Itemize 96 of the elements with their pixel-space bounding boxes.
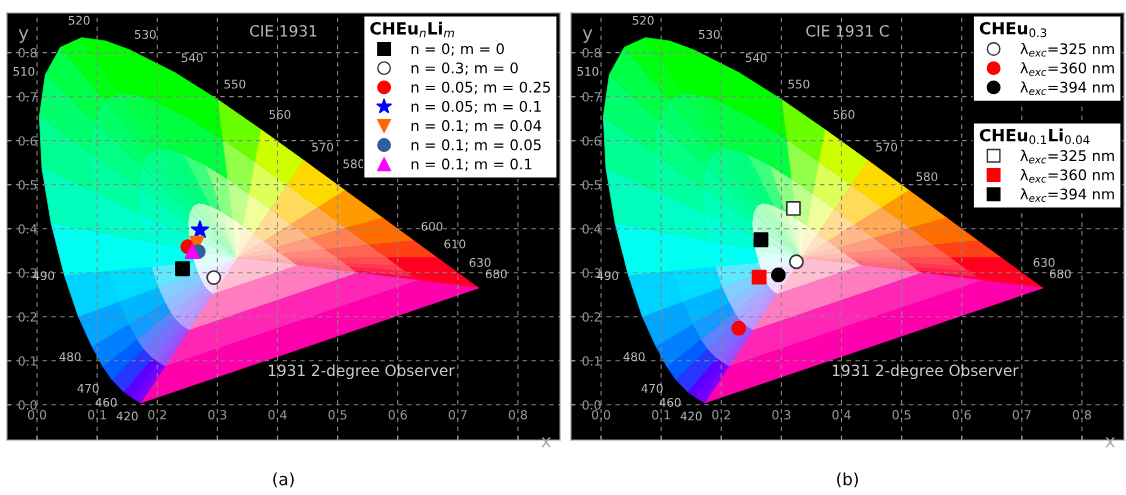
y-tick-label: 0.5 <box>582 180 601 190</box>
annotation: 480 <box>623 352 645 362</box>
x-axis-title: x <box>1105 437 1115 448</box>
legend-label: n = 0.1; m = 0.1 <box>411 158 532 172</box>
point <box>788 254 804 270</box>
text: CHEu$_{n}$Li$_{m}$ <box>370 21 454 38</box>
annotation: 470 <box>77 383 99 393</box>
annotation: 530 <box>698 29 720 39</box>
y-tick-label: 0.6 <box>18 136 37 146</box>
point <box>785 201 801 216</box>
annotation: CIE 1931 <box>250 25 317 37</box>
y-tick-label: 0.2 <box>18 312 37 322</box>
legend-label: n = 0.05; m = 0.25 <box>411 81 550 95</box>
annotation: 580 <box>916 172 938 182</box>
annotation: CIE 1931 C <box>806 25 889 37</box>
x-tick-label: 0.1 <box>88 410 106 420</box>
x-tick-label: 0.7 <box>448 410 467 420</box>
annotation: 680 <box>1049 269 1071 279</box>
legend-label: n = 0; m = 0 <box>411 43 504 56</box>
annotation: 1931 2-degree Observer <box>832 364 1019 380</box>
x-tick-label: 0.8 <box>508 410 528 420</box>
annotation: 630 <box>469 257 491 267</box>
annotation: 520 <box>632 15 654 25</box>
annotation: 550 <box>224 79 246 89</box>
x-tick-label: 0.3 <box>772 410 791 420</box>
legend-label: n = 0.3; m = 0 <box>411 62 518 75</box>
annotation: 520 <box>68 15 90 25</box>
annotation: 540 <box>745 53 767 63</box>
x-tick-label: 0.0 <box>27 410 47 420</box>
text: CHEu$_{0.1}$Li$_{0.04}$ <box>979 128 1090 145</box>
legend-label: λ$_{exc}$=394 nm <box>1020 81 1114 96</box>
x-tick-label: 0.7 <box>1012 410 1031 420</box>
y-tick-label: 0.1 <box>582 356 601 366</box>
y-tick-label: 0.0 <box>582 400 601 410</box>
y-tick-label: 0.4 <box>582 224 601 234</box>
point <box>753 232 769 248</box>
annotation: 510 <box>577 66 599 76</box>
annotation: 510 <box>13 66 35 76</box>
annotation: 470 <box>641 383 663 393</box>
x-tick-label: 0.2 <box>148 410 166 420</box>
y-tick-label: 0.2 <box>582 312 601 322</box>
y-tick-label: 0.7 <box>582 92 601 102</box>
point <box>731 320 747 336</box>
legend-label: n = 0.1; m = 0.04 <box>411 120 542 133</box>
annotation: 560 <box>833 110 855 119</box>
legend-label: λ$_{exc}$=360 nm <box>1020 62 1114 76</box>
x-tick-label: 0.4 <box>832 410 851 420</box>
legend-label: λ$_{exc}$=325 nm <box>1020 149 1114 164</box>
x-tick-label: 0.4 <box>268 410 287 420</box>
y-tick-label: 0.0 <box>18 400 37 410</box>
x-tick-label: 0.1 <box>652 410 670 420</box>
x-tick-label: 0.6 <box>952 410 971 420</box>
annotation: 480 <box>59 352 81 362</box>
y-axis-title: y <box>582 29 593 43</box>
x-tick-label: 0.8 <box>1072 410 1092 420</box>
text: CHEu$_{0.3}$ <box>979 21 1047 38</box>
annotation: 600 <box>421 221 443 231</box>
y-tick-label: 0.8 <box>582 48 601 58</box>
annotation: 540 <box>181 53 203 63</box>
legend-label: λ$_{exc}$=394 nm <box>1020 188 1114 202</box>
annotation: 530 <box>134 29 156 39</box>
text: (a) <box>273 472 294 488</box>
y-tick-label: 0.1 <box>18 356 37 366</box>
annotation: 420 <box>116 411 138 421</box>
annotation: 460 <box>95 397 117 407</box>
x-tick-label: 0.0 <box>591 410 611 420</box>
annotation: 570 <box>876 142 898 152</box>
annotation: 570 <box>312 142 334 152</box>
legend-label: λ$_{exc}$=360 nm <box>1020 169 1114 183</box>
legend-label: λ$_{exc}$=325 nm <box>1020 42 1114 57</box>
legend-label: n = 0.05; m = 0.1 <box>411 100 541 114</box>
y-tick-label: 0.5 <box>18 180 37 190</box>
annotation: 680 <box>485 269 507 279</box>
annotation: 550 <box>788 79 810 89</box>
text: (b) <box>837 472 858 488</box>
x-tick-label: 0.5 <box>892 410 911 420</box>
annotation: 420 <box>680 411 702 421</box>
x-tick-label: 0.2 <box>712 410 730 420</box>
annotation: 1931 2-degree Observer <box>268 364 455 380</box>
point <box>190 220 210 238</box>
legend-label: n = 0.1; m = 0.05 <box>411 139 541 152</box>
y-tick-label: 0.4 <box>18 224 37 234</box>
x-axis-title: x <box>541 437 551 448</box>
y-tick-label: 0.8 <box>18 48 37 58</box>
annotation: 560 <box>269 110 291 119</box>
x-tick-label: 0.6 <box>388 410 407 420</box>
point <box>184 244 200 260</box>
point <box>751 269 767 285</box>
y-axis-title: y <box>18 29 29 43</box>
y-tick-label: 0.6 <box>582 136 601 146</box>
annotation: 630 <box>1033 257 1055 267</box>
x-tick-label: 0.5 <box>328 410 347 420</box>
x-tick-label: 0.3 <box>208 410 227 420</box>
y-tick-label: 0.7 <box>18 92 37 102</box>
annotation: 610 <box>444 239 466 249</box>
annotation: 460 <box>659 397 681 407</box>
